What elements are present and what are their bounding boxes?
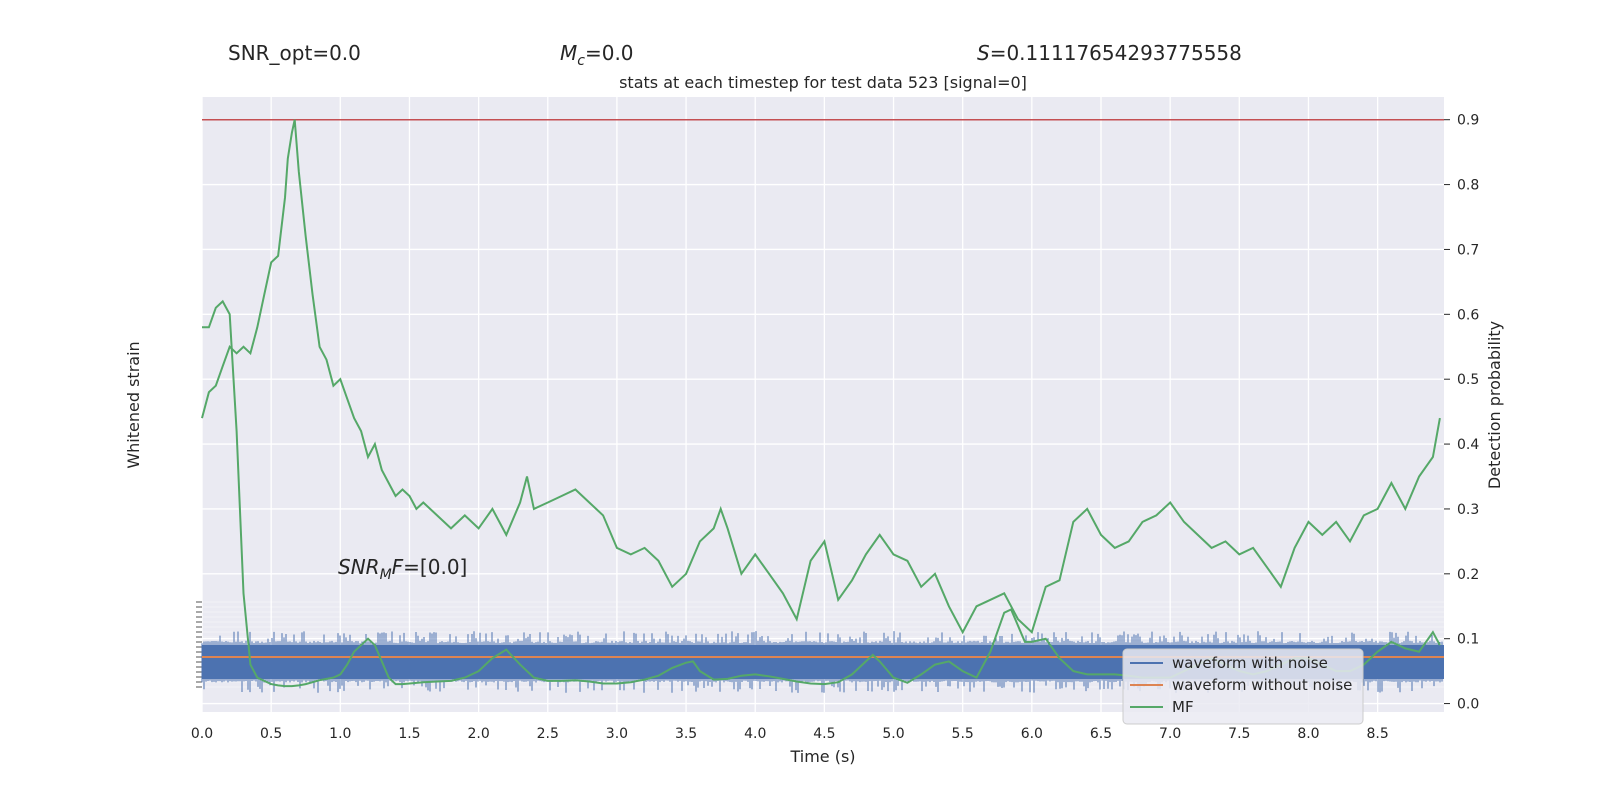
gridlines: [201, 97, 1444, 712]
x-tick-label: 1.0: [329, 726, 351, 742]
chirp-mass-label: Mc=0.0: [560, 41, 634, 69]
x-tick-label: 8.0: [1297, 726, 1319, 742]
legend-label-clean: waveform without noise: [1172, 676, 1352, 694]
right-tick-label: 0.1: [1457, 632, 1479, 648]
chirp-mass-subscript: c: [577, 53, 585, 69]
legend-label-mf: MF: [1172, 698, 1194, 716]
x-tick-label: 2.0: [467, 726, 489, 742]
x-tick-label: 6.5: [1090, 726, 1112, 742]
right-axis-label: Detection probability: [1485, 321, 1504, 489]
snr-mf-value: =[0.0]: [403, 555, 467, 579]
plot-background: [202, 97, 1444, 712]
right-tick-label: 0.6: [1457, 307, 1479, 323]
snr-mf-symbol: SNR: [338, 555, 380, 579]
snr-mf-subscript: M: [380, 567, 392, 583]
right-tick-label: 0.2: [1457, 567, 1479, 583]
legend: waveform with noise waveform without noi…: [1122, 648, 1364, 725]
stat-s-value: =0.11117654293775558: [990, 41, 1242, 65]
chirp-mass-symbol: M: [560, 41, 577, 65]
x-tick-label: 6.0: [1021, 726, 1043, 742]
x-axis-ticks: 0.0 0.5 1.0 1.5 2.0 2.5 3.0 3.5 4.0 4.5 5.0 5.5 6.0 6…: [191, 726, 1389, 742]
chirp-mass-value: =0.0: [585, 41, 634, 65]
right-tick-label: 0.0: [1457, 697, 1479, 713]
legend-box: [1122, 648, 1364, 725]
x-tick-label: 2.5: [537, 726, 559, 742]
right-tick-label: 0.4: [1457, 437, 1479, 453]
x-tick-label: 4.0: [744, 726, 766, 742]
x-tick-label: 1.5: [398, 726, 420, 742]
x-tick-label: 4.5: [813, 726, 835, 742]
right-tick-label: 0.5: [1457, 372, 1479, 388]
x-axis-label: Time (s): [789, 747, 855, 766]
x-tick-label: 8.5: [1366, 726, 1388, 742]
stat-s-symbol: S: [977, 41, 990, 65]
x-tick-label: 3.5: [675, 726, 697, 742]
detection-probability-line: [201, 119, 1441, 635]
snr-opt-label: SNR_opt=0.0: [228, 41, 361, 65]
right-tick-label: 0.3: [1457, 502, 1479, 518]
stat-s-label: S=0.11117654293775558: [977, 41, 1242, 65]
right-tick-label: 0.7: [1457, 242, 1479, 258]
x-tick-label: 0.0: [191, 726, 213, 742]
chart-title: stats at each timestep for test data 523…: [619, 73, 1027, 92]
right-tick-label: 0.9: [1457, 113, 1479, 129]
x-tick-label: 7.0: [1159, 726, 1181, 742]
x-tick-label: 5.5: [952, 726, 974, 742]
x-tick-label: 5.0: [882, 726, 904, 742]
right-axis-ticks: 0.0 0.1 0.2 0.3 0.4 0.5 0.6 0.7 0.8 0.9: [1444, 113, 1479, 713]
snr-mf-annotation: SNRMF=[0.0]: [338, 555, 467, 583]
legend-label-noisy: waveform with noise: [1172, 654, 1328, 672]
snr-mf-suffix: F: [392, 555, 404, 579]
right-tick-label: 0.8: [1457, 178, 1479, 194]
x-tick-label: 7.5: [1228, 726, 1250, 742]
x-tick-label: 0.5: [260, 726, 282, 742]
left-axis-label: Whitened strain: [124, 341, 143, 468]
x-tick-label: 3.0: [606, 726, 628, 742]
